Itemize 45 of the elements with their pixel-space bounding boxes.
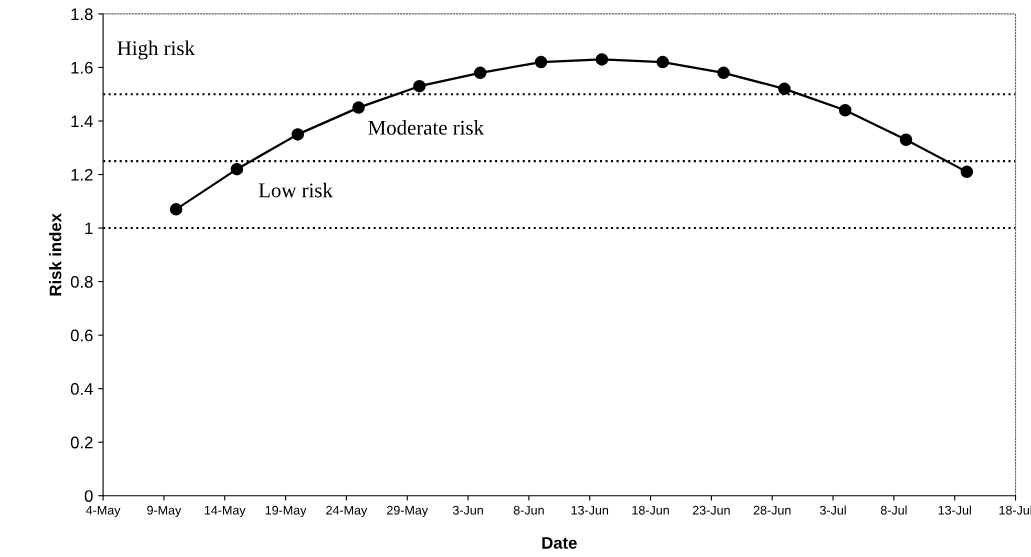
point [595,53,609,66]
y-tick-label: 1 [85,222,93,235]
x-tick-label: 18-Jul [999,505,1031,515]
x-tick-label: 13-Jun [571,505,609,515]
y-tick-label: 1.4 [71,115,93,128]
y-tick-label: 0.8 [70,276,93,288]
y-tick-label: 0.2 [70,436,93,449]
point [717,66,730,80]
x-tick-label: 8-Jun [513,505,544,515]
annotation: Low risk [258,182,333,198]
point [778,82,791,96]
x-tick-label: 3-Jun [452,505,483,515]
point [838,104,852,117]
annotation: High risk [117,40,195,60]
point [534,55,548,69]
x-tick-label: 3-Jul [819,505,846,515]
point [656,55,669,69]
y-tick-label: 1.6 [71,61,93,74]
y-axis-title: Risk index [49,213,62,296]
x-tick-label: 24-May [326,505,368,518]
x-axis-title: Date [542,537,577,549]
y-tick-label: 0.6 [70,329,93,342]
x-tick-label: 8-Jul [880,505,907,515]
point [352,101,365,114]
point [413,79,426,93]
y-tick-label: 0 [84,490,93,502]
y-tick-label: 1.8 [71,8,93,21]
point [169,203,183,216]
x-tick-label: 13-Jul [938,505,971,515]
x-tick-label: 23-Jun [692,505,730,515]
x-tick-label: 19-May [265,505,307,518]
point [899,133,913,146]
y-tick-label: 0.4 [70,383,93,395]
x-tick-label: 28-Jun [753,505,791,515]
annotation: Moderate risk [368,120,484,135]
point [473,66,487,80]
point [230,162,244,176]
point [960,165,974,179]
x-tick-label: 14-May [204,505,246,518]
x-tick-label: 4-May [86,505,121,518]
x-tick-label: 18-Jun [632,505,669,515]
point [291,128,305,141]
x-tick-label: 29-May [387,505,429,518]
y-tick-label: 1.2 [71,168,93,181]
x-tick-label: 9-May [147,505,182,518]
